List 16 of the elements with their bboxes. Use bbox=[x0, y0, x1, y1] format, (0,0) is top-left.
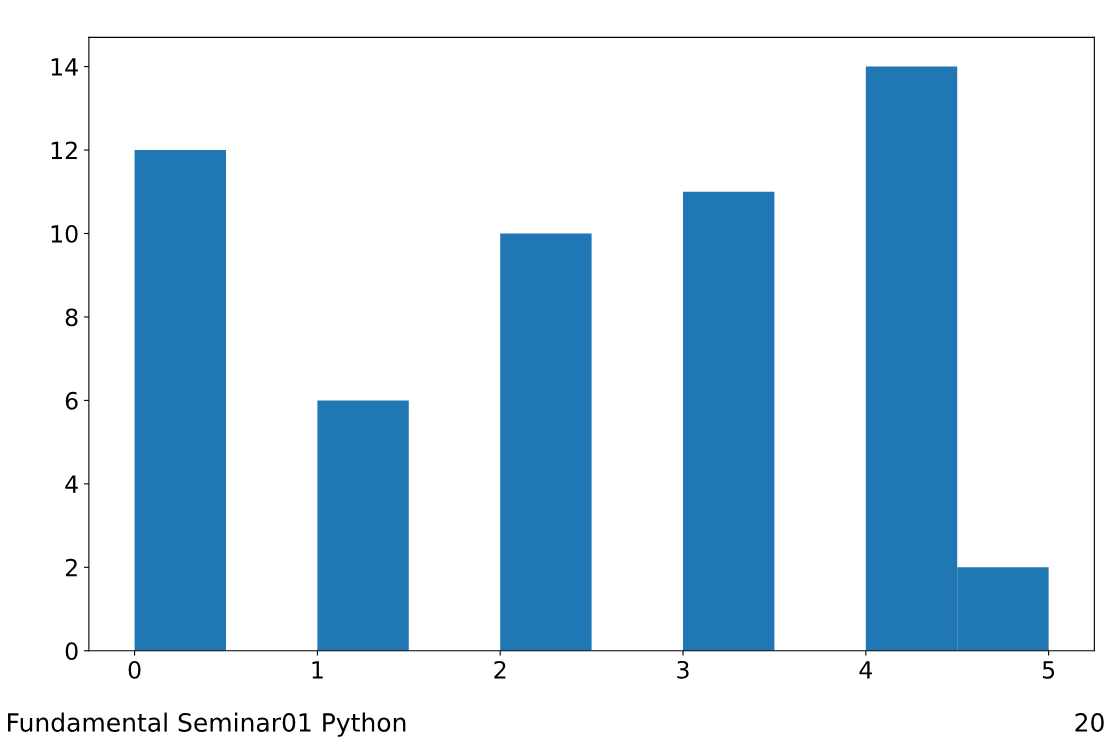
x-tick-label: 0 bbox=[128, 660, 141, 679]
y-tick-label: 6 bbox=[65, 391, 78, 410]
y-tick-label: 4 bbox=[65, 475, 78, 493]
x-tick-label: 1 bbox=[312, 661, 323, 679]
y-tick-label: 14 bbox=[51, 58, 78, 76]
y-tick-label: 2 bbox=[65, 558, 77, 577]
x-tick-label: 5 bbox=[1042, 661, 1055, 679]
x-tick-label: 4 bbox=[859, 661, 873, 679]
y-tick-label: 12 bbox=[51, 141, 77, 160]
text: Fundamental Seminar01 Python bbox=[8, 712, 406, 737]
y-tick-label: 10 bbox=[51, 224, 78, 243]
x-tick-label: 2 bbox=[494, 660, 506, 679]
x-tick-label: 3 bbox=[677, 660, 689, 679]
y-tick-label: 0 bbox=[65, 642, 78, 661]
text: 20 bbox=[1075, 713, 1104, 732]
y-tick-label: 8 bbox=[65, 308, 78, 327]
